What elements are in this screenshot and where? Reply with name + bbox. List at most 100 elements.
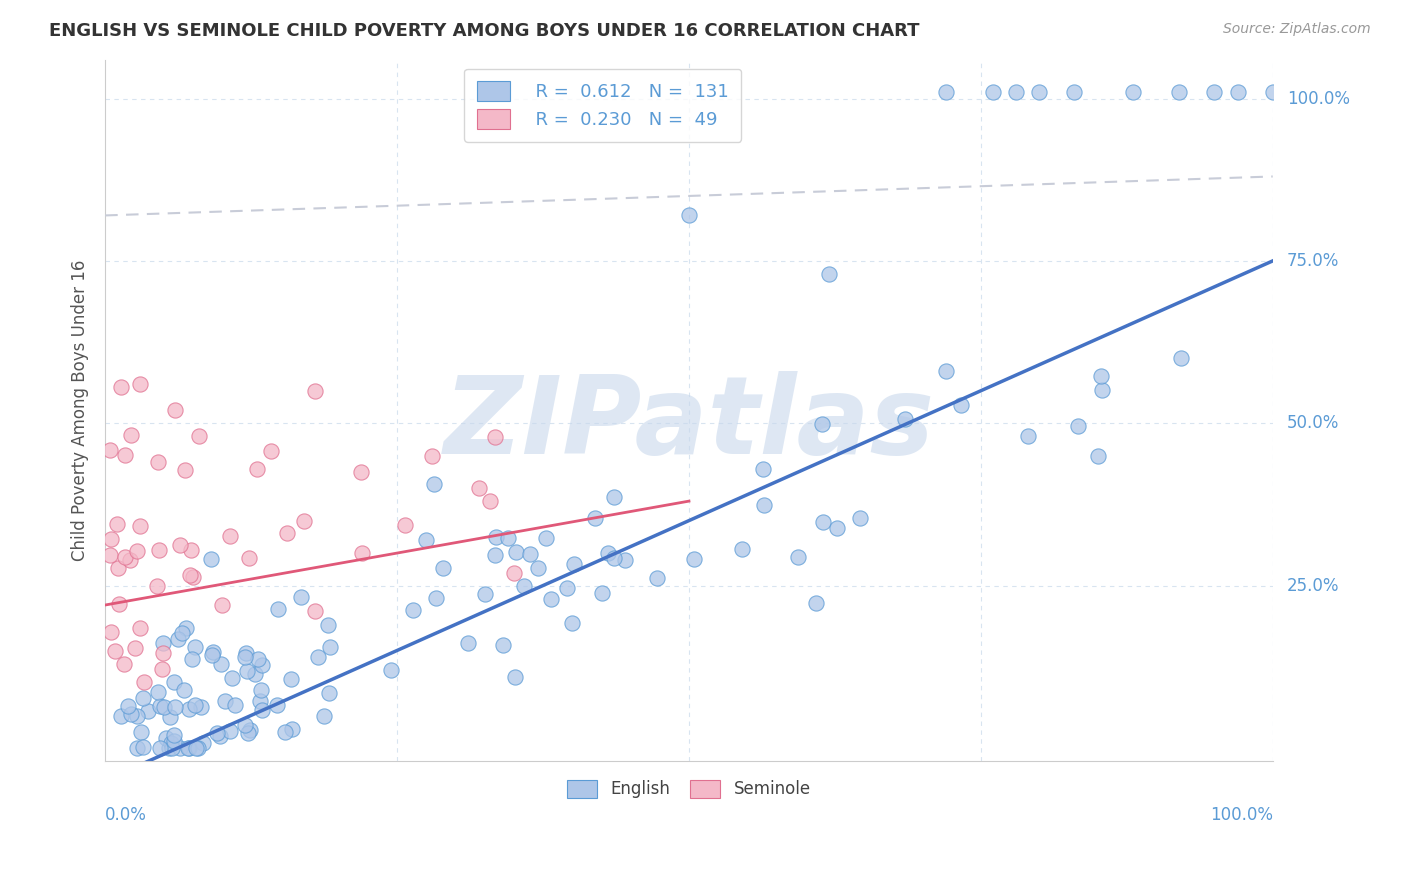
Text: 100.0%: 100.0% <box>1286 89 1350 108</box>
Point <box>236 726 259 740</box>
Point <box>603 551 626 566</box>
Point <box>114 448 136 462</box>
Text: ENGLISH VS SEMINOLE CHILD POVERTY AMONG BOYS UNDER 16 CORRELATION CHART: ENGLISH VS SEMINOLE CHILD POVERTY AMONG … <box>49 22 920 40</box>
Point <box>100 443 122 458</box>
Text: Source: ZipAtlas.com: Source: ZipAtlas.com <box>1223 22 1371 37</box>
Point <box>233 650 256 665</box>
Point <box>152 636 174 650</box>
Point <box>555 582 578 596</box>
Point <box>1226 85 1249 99</box>
Point <box>179 740 201 755</box>
Point <box>169 538 191 552</box>
Point <box>250 682 273 697</box>
Point <box>1028 85 1050 99</box>
Point <box>159 710 181 724</box>
Point <box>169 740 191 755</box>
Point <box>146 684 169 698</box>
Point <box>157 740 180 755</box>
Point <box>274 724 297 739</box>
Point <box>818 267 841 281</box>
Point <box>208 730 231 744</box>
Point <box>1090 369 1112 384</box>
Point <box>246 652 269 666</box>
Point <box>233 718 256 732</box>
Point <box>100 625 122 640</box>
Point <box>238 551 260 566</box>
Point <box>484 548 506 562</box>
Point <box>184 640 207 654</box>
Point <box>893 412 915 426</box>
Point <box>806 596 828 610</box>
Point <box>380 663 402 677</box>
Point <box>496 531 519 545</box>
Point <box>136 704 159 718</box>
Point <box>107 560 129 574</box>
Point <box>1168 85 1191 99</box>
Point <box>260 443 283 458</box>
Point <box>236 664 259 678</box>
Point <box>162 740 184 755</box>
Point <box>181 569 204 583</box>
Point <box>221 672 243 686</box>
Point <box>540 592 562 607</box>
Point <box>163 700 186 714</box>
Point <box>120 706 142 721</box>
Point <box>177 740 200 755</box>
Point <box>1204 85 1226 99</box>
Point <box>110 708 132 723</box>
Point <box>149 698 172 713</box>
Point <box>527 561 550 575</box>
Point <box>304 604 326 618</box>
Point <box>534 531 557 545</box>
Point <box>246 461 269 475</box>
Text: 50.0%: 50.0% <box>1286 414 1339 433</box>
Point <box>152 646 174 660</box>
Point <box>825 521 848 535</box>
Point <box>307 650 329 665</box>
Point <box>318 640 340 654</box>
Point <box>172 626 194 640</box>
Point <box>811 515 834 529</box>
Point <box>120 428 142 442</box>
Point <box>173 463 195 477</box>
Point <box>112 657 135 672</box>
Point <box>598 546 620 560</box>
Point <box>193 736 215 750</box>
Point <box>165 403 187 417</box>
Point <box>100 548 122 562</box>
Point <box>276 526 298 541</box>
Point <box>503 670 526 684</box>
Point <box>104 644 127 658</box>
Point <box>129 377 152 392</box>
Point <box>124 641 146 656</box>
Point <box>149 740 172 755</box>
Point <box>1087 449 1109 463</box>
Point <box>127 543 149 558</box>
Point <box>118 553 141 567</box>
Point <box>132 740 155 755</box>
Point <box>468 481 491 495</box>
Point <box>981 85 1004 99</box>
Point <box>129 519 152 533</box>
Legend: English, Seminole: English, Seminole <box>561 773 817 805</box>
Text: ZIPatlas: ZIPatlas <box>443 371 935 477</box>
Point <box>1091 383 1114 397</box>
Point <box>153 699 176 714</box>
Point <box>432 561 454 575</box>
Point <box>181 652 204 666</box>
Point <box>752 461 775 475</box>
Point <box>402 603 425 617</box>
Point <box>678 209 700 223</box>
Point <box>491 639 513 653</box>
Point <box>457 636 479 650</box>
Point <box>202 645 225 659</box>
Point <box>184 740 207 755</box>
Point <box>485 530 508 544</box>
Point <box>200 552 222 566</box>
Point <box>155 731 177 745</box>
Y-axis label: Child Poverty Among Boys Under 16: Child Poverty Among Boys Under 16 <box>72 260 89 561</box>
Point <box>250 703 273 717</box>
Point <box>415 533 437 547</box>
Point <box>280 672 302 686</box>
Point <box>114 549 136 564</box>
